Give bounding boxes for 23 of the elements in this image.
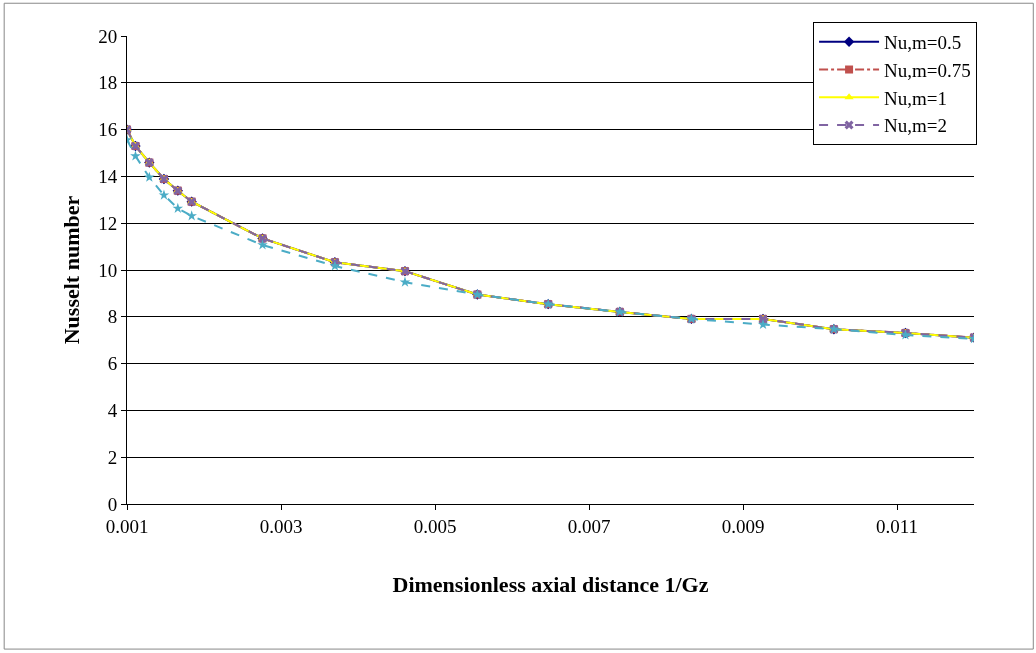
y-tick-label: 0 [107,493,118,515]
x-tick-label: 0.001 [105,515,149,537]
y-tick-label: 20 [98,25,118,47]
y-tick-label: 2 [107,446,118,468]
y-tick-label: 6 [107,353,118,375]
y-tick-label: 18 [98,72,118,94]
y-tick-label: 12 [98,212,118,234]
y-axis-title: Nusselt number [59,195,84,345]
x-tick-label: 0.005 [413,515,457,537]
x-tick-label: 0.011 [875,515,919,537]
y-tick-label: 10 [98,259,118,281]
legend-label: Nu,m=0.5 [884,32,962,54]
x-tick-label: 0.007 [567,515,611,537]
y-tick-label: 16 [98,119,118,141]
legend-label: Nu,m=1 [884,87,948,109]
x-tick-label: 0.003 [259,515,303,537]
x-axis-title: Dimensionless axial distance 1/Gz [392,571,709,597]
legend-label: Nu,m=0.75 [884,59,971,81]
x-tick-label: 0.009 [721,515,765,537]
y-tick-label: 14 [98,166,118,188]
y-tick-label: 4 [107,400,118,422]
legend-label: Nu,m=2 [884,115,948,137]
y-tick-label: 8 [107,306,118,328]
